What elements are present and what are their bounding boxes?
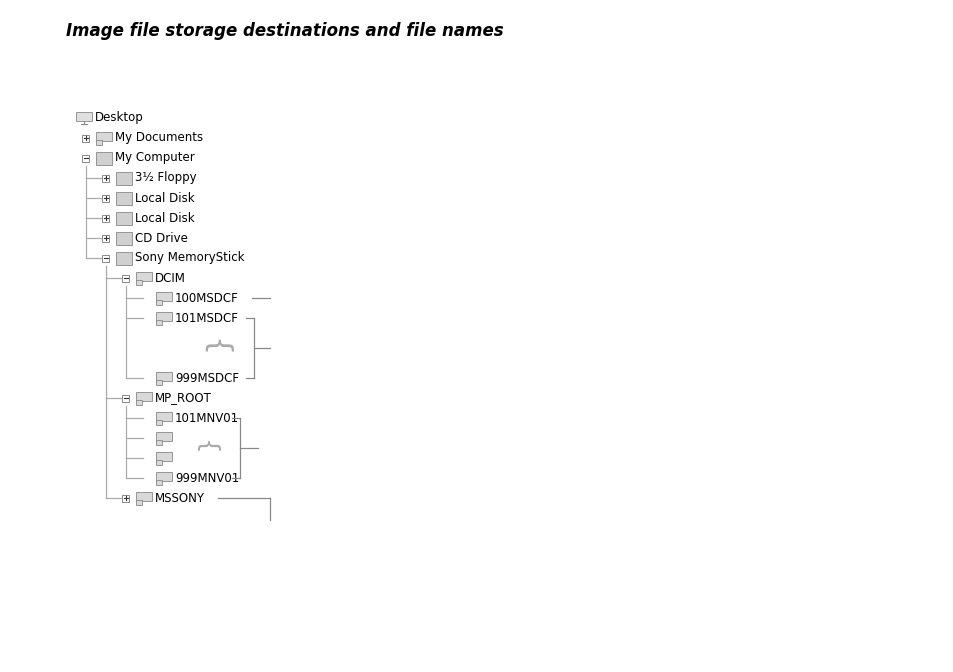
Text: 101MSDCF: 101MSDCF [174, 312, 238, 325]
Text: DCIM: DCIM [154, 271, 186, 284]
Bar [116, 212, 132, 225]
Text: 3½ Floppy: 3½ Floppy [135, 171, 196, 185]
Bar [136, 492, 152, 501]
Text: Desktop: Desktop [95, 112, 144, 124]
Text: 999MNV01: 999MNV01 [174, 472, 239, 485]
Bar [122, 274, 130, 282]
Bar [102, 214, 110, 222]
Bar [102, 255, 110, 261]
Text: 100MSDCF: 100MSDCF [174, 292, 238, 304]
Bar [76, 112, 91, 121]
Bar [156, 312, 172, 321]
Bar [116, 192, 132, 205]
Bar [136, 400, 142, 405]
Bar [136, 272, 152, 281]
Bar [156, 460, 162, 465]
Bar [116, 232, 132, 245]
Text: Local Disk: Local Disk [135, 212, 194, 224]
Text: My Documents: My Documents [115, 132, 203, 144]
Bar [156, 412, 172, 421]
Text: CD Drive: CD Drive [135, 231, 188, 245]
Text: Sony MemoryStick: Sony MemoryStick [135, 251, 244, 265]
Bar [156, 440, 162, 445]
Bar [102, 235, 110, 241]
Text: {: { [193, 440, 216, 456]
Bar [156, 300, 162, 305]
Bar [136, 280, 142, 285]
Text: 101MNV01: 101MNV01 [174, 411, 239, 425]
Bar [156, 472, 172, 481]
Bar [156, 432, 172, 441]
Text: My Computer: My Computer [115, 151, 194, 165]
Bar [116, 172, 132, 185]
Text: MP_ROOT: MP_ROOT [154, 392, 212, 405]
Bar [82, 155, 90, 161]
Text: {: { [200, 338, 230, 358]
Bar [122, 394, 130, 401]
Bar [156, 420, 162, 425]
Text: Image file storage destinations and file names: Image file storage destinations and file… [66, 22, 503, 40]
Bar [156, 480, 162, 485]
Bar [116, 252, 132, 265]
Text: MSSONY: MSSONY [154, 491, 205, 505]
Bar [96, 140, 102, 145]
Bar [156, 380, 162, 385]
Bar [82, 134, 90, 142]
Bar [156, 372, 172, 381]
Text: Local Disk: Local Disk [135, 192, 194, 204]
Bar [136, 500, 142, 505]
Bar [96, 152, 112, 165]
Bar [156, 452, 172, 461]
Bar [156, 292, 172, 301]
Bar [136, 392, 152, 401]
Bar [122, 495, 130, 501]
Bar [156, 320, 162, 325]
Bar [102, 175, 110, 181]
Text: 999MSDCF: 999MSDCF [174, 372, 239, 384]
Bar [96, 132, 112, 141]
Bar [102, 194, 110, 202]
